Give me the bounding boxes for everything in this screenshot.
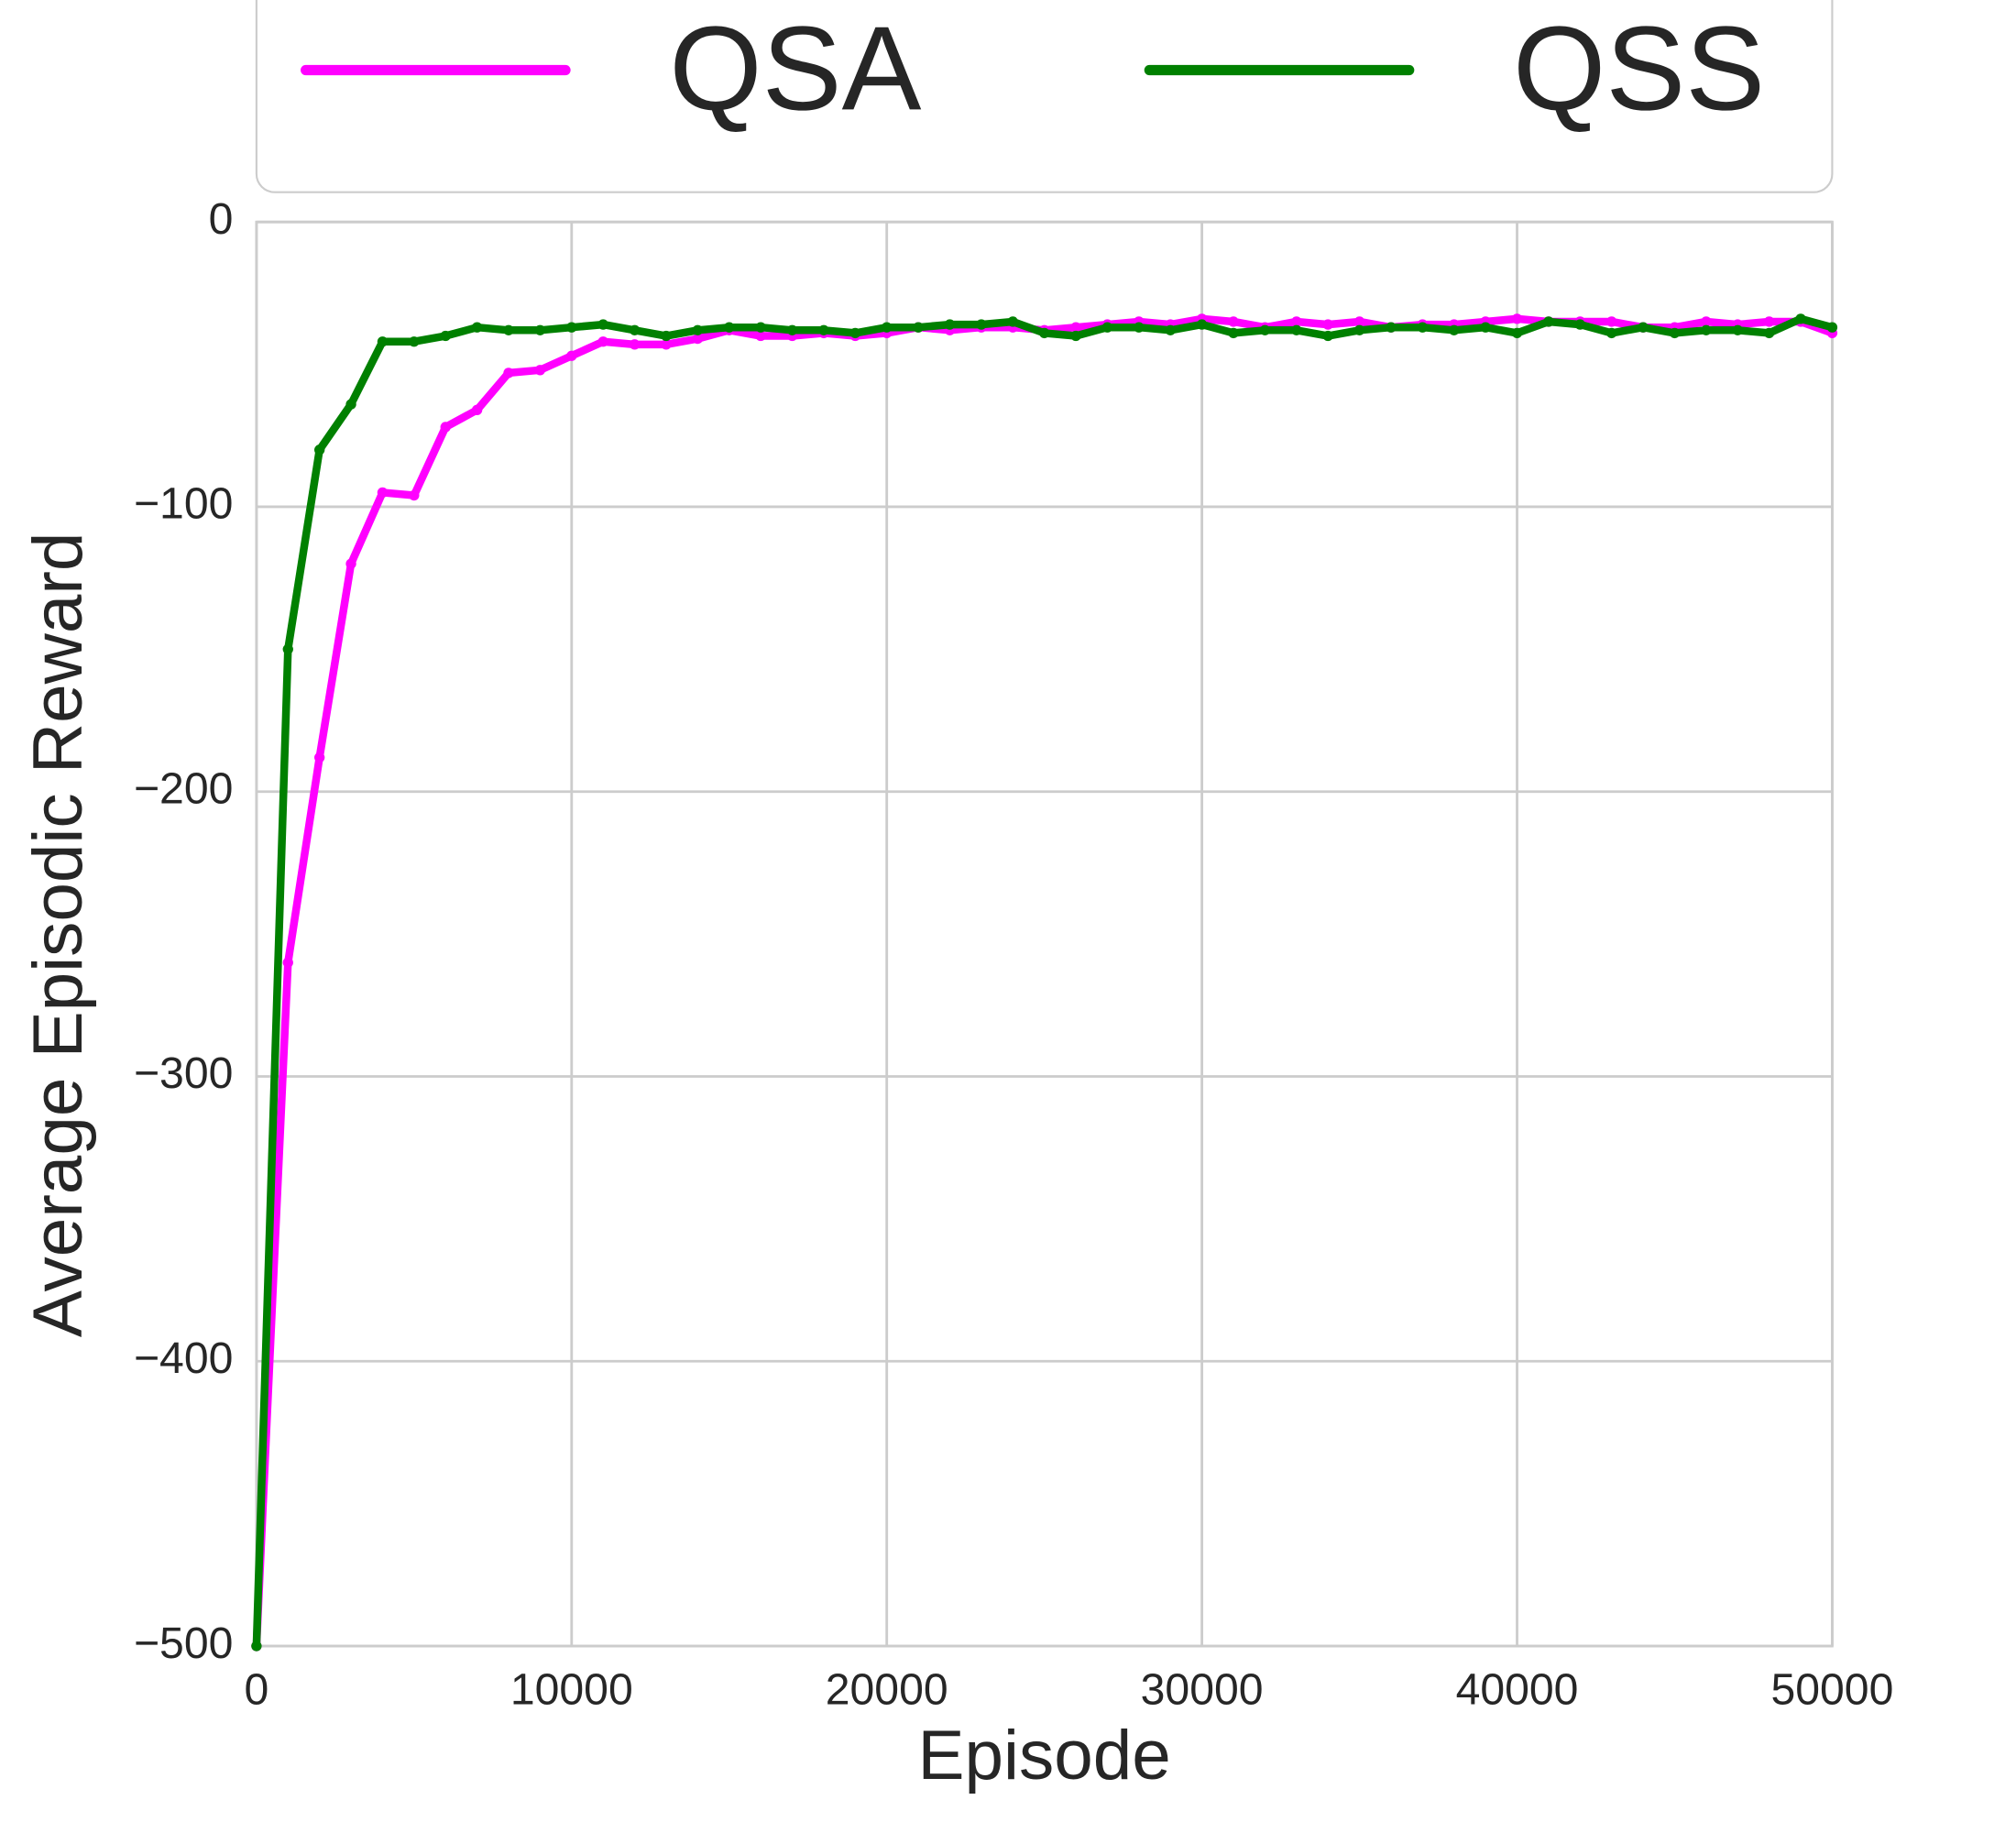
point xyxy=(1291,324,1302,335)
point xyxy=(849,327,860,339)
point xyxy=(1353,324,1365,335)
point xyxy=(1638,322,1649,333)
x-tick-label: 30000 xyxy=(1141,1665,1264,1715)
point xyxy=(440,330,451,342)
point xyxy=(1511,313,1523,324)
point xyxy=(786,324,798,335)
series-line xyxy=(252,314,1834,1647)
y-tick-label: −500 xyxy=(134,1619,233,1668)
point xyxy=(1134,322,1145,333)
point xyxy=(1480,322,1491,333)
point xyxy=(597,336,608,347)
point xyxy=(409,489,420,501)
point xyxy=(1291,316,1302,327)
point xyxy=(345,558,356,569)
point xyxy=(818,324,829,335)
point xyxy=(1070,330,1081,342)
point xyxy=(1606,316,1617,327)
point xyxy=(1417,322,1429,333)
point xyxy=(534,365,546,376)
x-tick-label: 10000 xyxy=(510,1665,633,1715)
point xyxy=(1353,316,1365,327)
y-tick-label: −300 xyxy=(134,1048,233,1098)
point xyxy=(314,445,325,456)
point xyxy=(1763,316,1775,327)
point xyxy=(597,319,608,330)
point xyxy=(1228,316,1239,327)
point xyxy=(1322,330,1333,342)
point xyxy=(1038,327,1050,339)
point xyxy=(377,487,389,499)
point xyxy=(1701,316,1712,327)
point xyxy=(534,324,546,335)
point xyxy=(314,752,325,763)
point xyxy=(251,1641,262,1652)
point xyxy=(1070,322,1081,333)
x-tick-label: 20000 xyxy=(826,1665,948,1715)
point xyxy=(1007,316,1018,327)
point xyxy=(724,322,735,333)
series-line xyxy=(252,314,1834,1647)
point xyxy=(1543,316,1554,327)
point xyxy=(471,322,483,333)
point xyxy=(282,643,293,655)
x-tick-label: 0 xyxy=(244,1665,268,1715)
point xyxy=(1826,322,1838,333)
point xyxy=(1386,322,1397,333)
point xyxy=(661,339,672,350)
point xyxy=(1574,319,1585,330)
y-tick-label: 0 xyxy=(209,194,234,244)
y-tick-label: −400 xyxy=(134,1334,233,1383)
y-axis-label: Average Episodic Reward xyxy=(19,532,97,1337)
point xyxy=(471,404,483,415)
point xyxy=(566,350,577,361)
y-tick-label: −100 xyxy=(134,479,233,529)
point xyxy=(629,324,641,335)
point xyxy=(629,339,641,350)
plot-frame xyxy=(255,220,1834,1648)
x-tick-label: 50000 xyxy=(1770,1665,1893,1715)
x-axis-label: Episode xyxy=(917,1717,1170,1795)
point xyxy=(976,319,987,330)
point xyxy=(944,319,956,330)
y-tick-label: −200 xyxy=(134,763,233,813)
point xyxy=(1165,324,1176,335)
point xyxy=(755,330,766,342)
point xyxy=(345,399,356,410)
point xyxy=(503,324,514,335)
point xyxy=(882,322,893,333)
point xyxy=(692,333,704,345)
point xyxy=(755,322,766,333)
point xyxy=(1259,324,1271,335)
legend-label: QSA xyxy=(669,1,921,135)
point xyxy=(566,322,577,333)
x-tick-label: 40000 xyxy=(1456,1665,1579,1715)
point xyxy=(440,422,451,433)
point xyxy=(1795,313,1806,324)
point xyxy=(1101,322,1113,333)
point xyxy=(1701,324,1712,335)
point xyxy=(1511,327,1523,339)
point xyxy=(503,368,514,379)
legend-box xyxy=(255,0,1834,193)
point xyxy=(692,324,704,335)
point xyxy=(1449,324,1460,335)
point xyxy=(282,957,293,968)
point xyxy=(1228,327,1239,339)
point xyxy=(913,322,924,333)
point xyxy=(377,336,389,347)
point xyxy=(1322,319,1333,330)
point xyxy=(409,336,420,347)
point xyxy=(661,330,672,342)
point xyxy=(1669,327,1681,339)
point xyxy=(1196,319,1208,330)
point xyxy=(1606,327,1617,339)
legend-label: QSS xyxy=(1513,1,1765,135)
point xyxy=(1732,324,1743,335)
point xyxy=(1763,327,1775,339)
